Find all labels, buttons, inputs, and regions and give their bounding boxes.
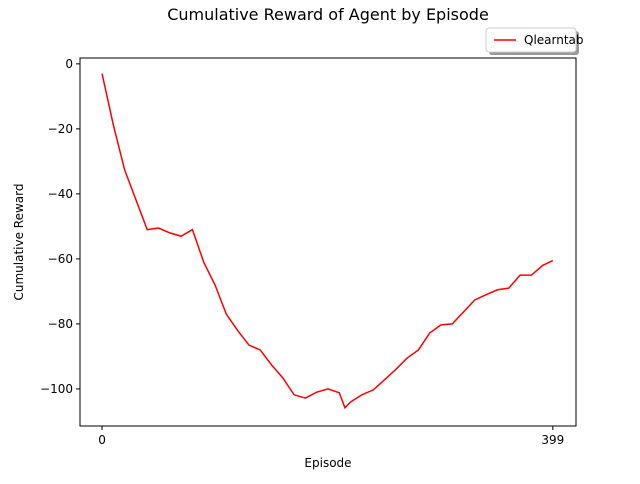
y-tick-label: −20 [48,122,73,136]
x-tick-label: 399 [541,433,564,447]
y-tick-label: −100 [40,382,73,396]
y-tick-label: −60 [48,252,73,266]
y-axis-label: Cumulative Reward [12,184,26,301]
legend-box [485,27,577,53]
chart-title: Cumulative Reward of Agent by Episode [167,5,489,24]
x-tick-label: 0 [98,433,106,447]
data-line [101,73,554,410]
plot-frame [79,57,577,427]
legend-label: Qlearntab [524,33,584,47]
y-tick-label: 0 [65,57,73,71]
x-axis-label: Episode [304,456,351,470]
y-tick-label: −40 [48,187,73,201]
y-tick-label: −80 [48,317,73,331]
